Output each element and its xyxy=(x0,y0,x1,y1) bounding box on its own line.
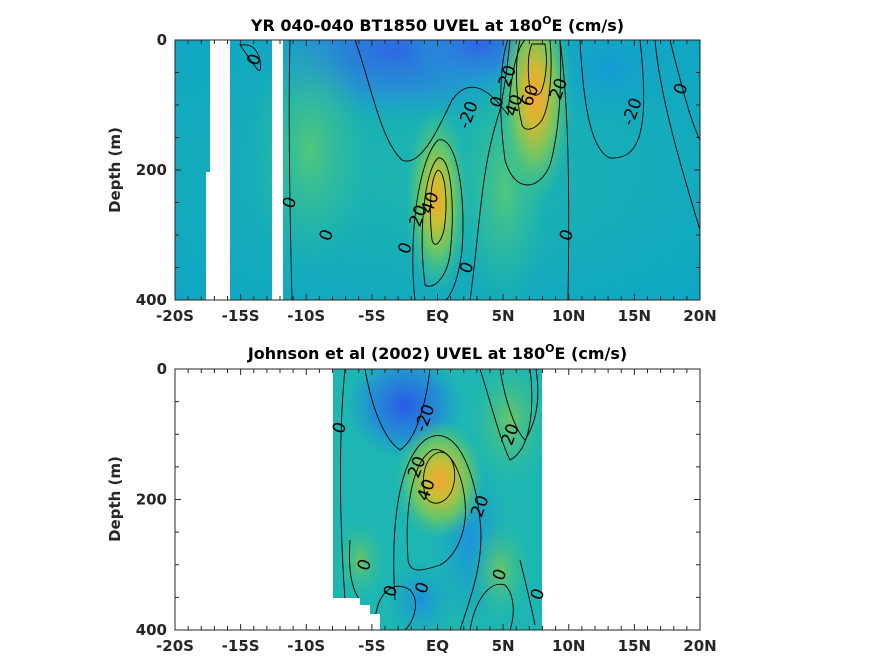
top-x-tick-label: 10N xyxy=(552,307,585,325)
top-panel-title: YR 040-040 BT1850 UVEL at 180OE (cm/s) xyxy=(250,14,624,35)
top-x-tick-label: -15S xyxy=(222,307,260,325)
top-panel: YR 040-040 BT1850 UVEL at 180OE (cm/s) xyxy=(106,14,717,325)
bottom-x-tick-label: -15S xyxy=(222,637,260,655)
bottom-panel: Johnson et al (2002) UVEL at 180OE (cm/s… xyxy=(106,342,717,655)
top-y-tick-label: 0 xyxy=(157,31,167,49)
bottom-x-tick-label: 10N xyxy=(552,637,585,655)
top-x-tick-label: 20N xyxy=(683,307,716,325)
bottom-x-tick-label: 5N xyxy=(492,637,515,655)
bottom-x-tick-label: -5S xyxy=(358,637,385,655)
bottom-x-tick-label: 15N xyxy=(618,637,651,655)
bottom-panel-title: Johnson et al (2002) UVEL at 180OE (cm/s… xyxy=(247,342,627,363)
bottom-y-tick-label: 0 xyxy=(157,360,167,378)
top-x-tick-label: -20S xyxy=(156,307,194,325)
bottom-y-tick-label: 400 xyxy=(136,621,167,639)
top-x-tick-label: 15N xyxy=(618,307,651,325)
top-x-tick-label: -10S xyxy=(287,307,325,325)
top-y-tick-label: 400 xyxy=(136,291,167,309)
top-ylabel: Depth (m) xyxy=(106,127,124,213)
bottom-x-tick-label: -10S xyxy=(287,637,325,655)
bottom-heatmap xyxy=(333,369,542,630)
top-x-tick-label: -5S xyxy=(358,307,385,325)
bottom-y-tick-label: 200 xyxy=(136,491,167,509)
top-x-tick-label: 5N xyxy=(492,307,515,325)
bottom-x-tick-label: EQ xyxy=(426,637,449,655)
bottom-x-tick-label: -20S xyxy=(156,637,194,655)
top-x-tick-label: EQ xyxy=(426,307,449,325)
top-heatmap xyxy=(175,40,700,300)
bottom-ylabel: Depth (m) xyxy=(106,456,124,542)
top-y-tick-label: 200 xyxy=(136,161,167,179)
bottom-x-tick-label: 20N xyxy=(683,637,716,655)
